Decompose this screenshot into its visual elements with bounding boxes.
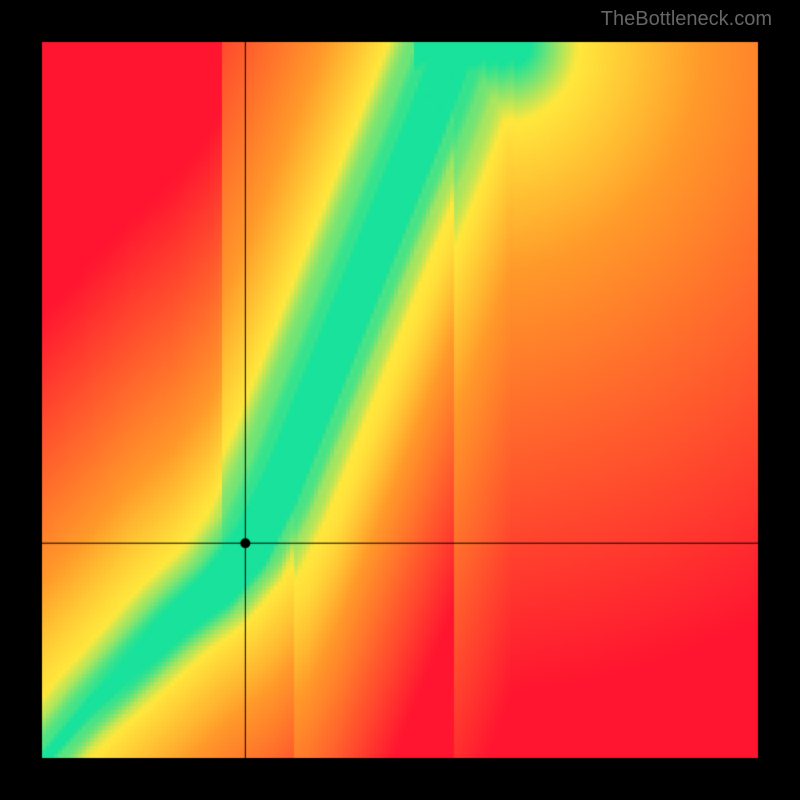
chart-container: TheBottleneck.com	[0, 0, 800, 800]
bottleneck-heatmap	[0, 0, 800, 800]
watermark-text: TheBottleneck.com	[601, 8, 772, 31]
